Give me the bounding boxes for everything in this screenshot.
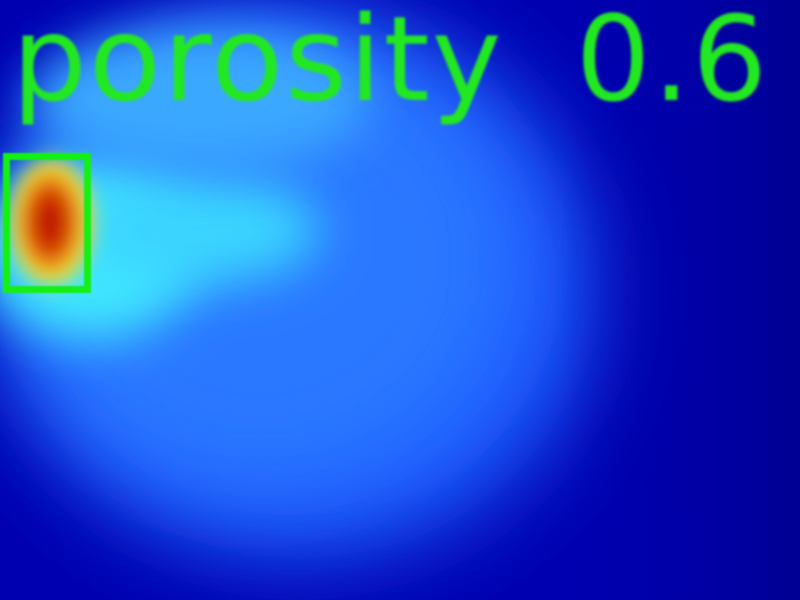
label-value: 0.6: [575, 0, 770, 128]
detection-box: [3, 153, 91, 293]
porosity-label: porosity 0.6: [12, 0, 769, 118]
label-word: porosity: [12, 0, 504, 128]
